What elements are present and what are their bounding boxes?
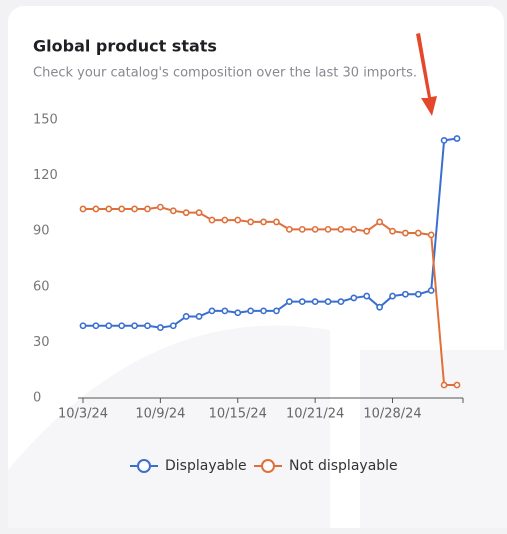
point	[298, 225, 306, 233]
point	[363, 292, 371, 300]
point	[156, 203, 164, 211]
point	[427, 231, 435, 239]
point	[221, 216, 229, 224]
point	[311, 225, 319, 233]
legend-marker	[137, 459, 151, 473]
point	[208, 216, 216, 224]
point	[131, 322, 138, 330]
y-tick-label: 30	[33, 335, 50, 350]
point	[144, 205, 151, 213]
y-tick-label: 0	[33, 391, 41, 406]
point	[169, 322, 177, 330]
point	[298, 298, 306, 306]
point	[427, 287, 435, 294]
point	[337, 225, 345, 233]
point	[440, 381, 448, 389]
point	[169, 207, 177, 215]
point	[402, 229, 409, 237]
legend-marker	[261, 459, 275, 473]
point	[402, 290, 409, 298]
y-tick-label: 120	[33, 168, 58, 183]
point	[414, 290, 422, 298]
point	[131, 205, 138, 213]
point	[350, 294, 358, 302]
x-tick-label: 10/9/24	[135, 407, 185, 422]
point	[92, 322, 100, 330]
point	[247, 307, 255, 315]
point	[324, 225, 332, 233]
chart-subtitle: Check your catalog's composition over th…	[33, 66, 417, 81]
point	[389, 227, 396, 235]
point	[208, 307, 216, 315]
decor	[360, 350, 507, 528]
point	[144, 322, 151, 330]
point	[221, 307, 229, 315]
chart-title: Global product stats	[33, 37, 217, 56]
point	[376, 218, 384, 226]
point	[105, 205, 113, 213]
point	[389, 292, 396, 300]
legend-label: Not displayable	[289, 458, 398, 474]
point	[337, 298, 345, 306]
point	[440, 136, 448, 144]
point	[118, 322, 126, 330]
point	[453, 381, 461, 389]
point	[273, 218, 280, 226]
point	[234, 216, 242, 224]
point	[414, 229, 422, 237]
y-tick-label: 90	[33, 224, 50, 239]
point	[260, 307, 267, 315]
point	[118, 205, 126, 213]
x-tick-label: 10/15/24	[209, 407, 267, 422]
point	[156, 324, 164, 331]
point	[234, 309, 242, 317]
point	[453, 135, 461, 142]
x-tick-label: 10/3/24	[58, 407, 108, 422]
point	[182, 209, 190, 217]
legend-label: Displayable	[165, 458, 247, 474]
y-tick-label: 150	[33, 113, 58, 128]
point	[92, 205, 100, 213]
point	[195, 209, 203, 217]
point	[79, 322, 87, 330]
point	[182, 313, 190, 320]
point	[247, 218, 255, 226]
x-tick-label: 10/28/24	[363, 407, 421, 422]
point	[311, 298, 319, 306]
point	[285, 225, 293, 233]
decor	[8, 325, 330, 528]
point	[273, 307, 280, 315]
annotation-arrow	[416, 33, 437, 116]
point	[195, 313, 203, 320]
x-tick-label: 10/21/24	[286, 407, 344, 422]
point	[376, 303, 384, 311]
point	[324, 298, 332, 306]
y-tick-label: 60	[33, 279, 50, 294]
point	[285, 298, 293, 306]
point	[105, 322, 113, 330]
point	[260, 218, 267, 226]
point	[79, 205, 87, 213]
point	[363, 227, 371, 235]
point	[350, 225, 358, 233]
